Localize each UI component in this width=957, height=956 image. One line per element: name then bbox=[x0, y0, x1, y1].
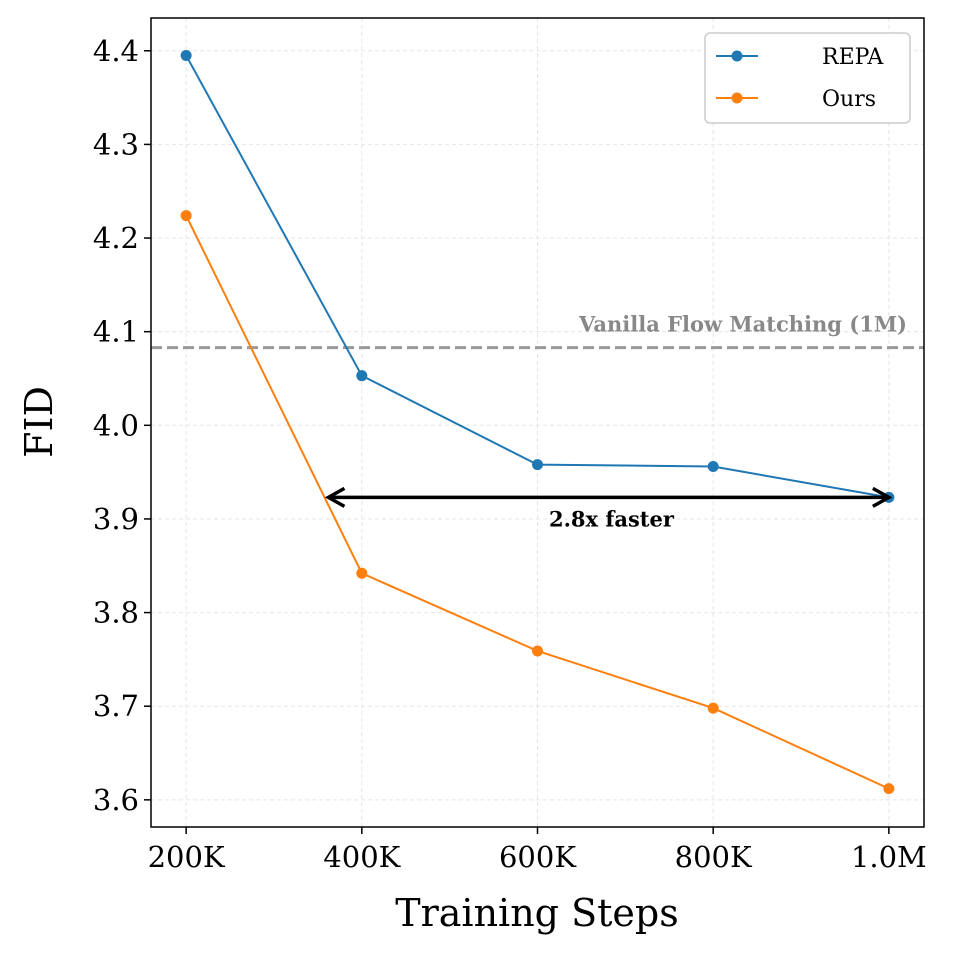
y-axis-label: FID bbox=[17, 386, 61, 458]
series-group bbox=[180, 49, 895, 795]
y-tick-label: 4.3 bbox=[93, 127, 139, 161]
vanilla-reference-label: Vanilla Flow Matching (1M) bbox=[578, 312, 907, 337]
data-point-ours bbox=[532, 645, 543, 657]
y-tick-label: 3.7 bbox=[93, 689, 139, 723]
y-tick-label: 4.4 bbox=[93, 34, 139, 68]
arrow-head-left bbox=[324, 486, 346, 508]
legend-label-ours: Ours bbox=[822, 87, 876, 112]
x-tick-label: 600K bbox=[499, 840, 577, 874]
data-point-repa bbox=[356, 370, 368, 382]
y-tick-label: 3.6 bbox=[93, 783, 139, 817]
x-tick-label: 200K bbox=[148, 840, 226, 874]
data-point-ours bbox=[707, 702, 719, 714]
x-tick-label: 1.0M bbox=[851, 840, 927, 874]
legend-label-repa: REPA bbox=[822, 45, 884, 70]
legend-marker-repa bbox=[731, 50, 743, 62]
y-tick-label: 4.2 bbox=[93, 221, 139, 255]
x-axis-label: Training Steps bbox=[395, 891, 678, 935]
y-tick-label: 4.0 bbox=[93, 408, 139, 442]
grid bbox=[151, 18, 924, 827]
y-tick-label: 4.1 bbox=[93, 315, 139, 349]
data-point-ours bbox=[883, 783, 895, 795]
x-tick-label: 800K bbox=[675, 840, 753, 874]
x-tick-label: 400K bbox=[323, 840, 401, 874]
data-point-ours bbox=[180, 210, 192, 222]
arrow-head-right bbox=[872, 486, 893, 508]
legend: REPA Ours bbox=[704, 32, 911, 124]
data-point-repa bbox=[532, 459, 543, 471]
data-point-ours bbox=[356, 567, 368, 579]
speedup-arrow bbox=[324, 486, 893, 508]
y-tick-label: 3.8 bbox=[93, 596, 139, 630]
data-point-repa bbox=[707, 461, 719, 473]
axis-ticks: 200K 400K 600K 800K 1.0M 3.6 3.7 3.8 3.9 4.0 4.1 4.… bbox=[93, 34, 927, 874]
y-tick-label: 3.9 bbox=[93, 502, 139, 536]
legend-marker-ours bbox=[731, 92, 743, 104]
speedup-label: 2.8x faster bbox=[549, 506, 675, 531]
data-point-repa bbox=[180, 49, 192, 61]
